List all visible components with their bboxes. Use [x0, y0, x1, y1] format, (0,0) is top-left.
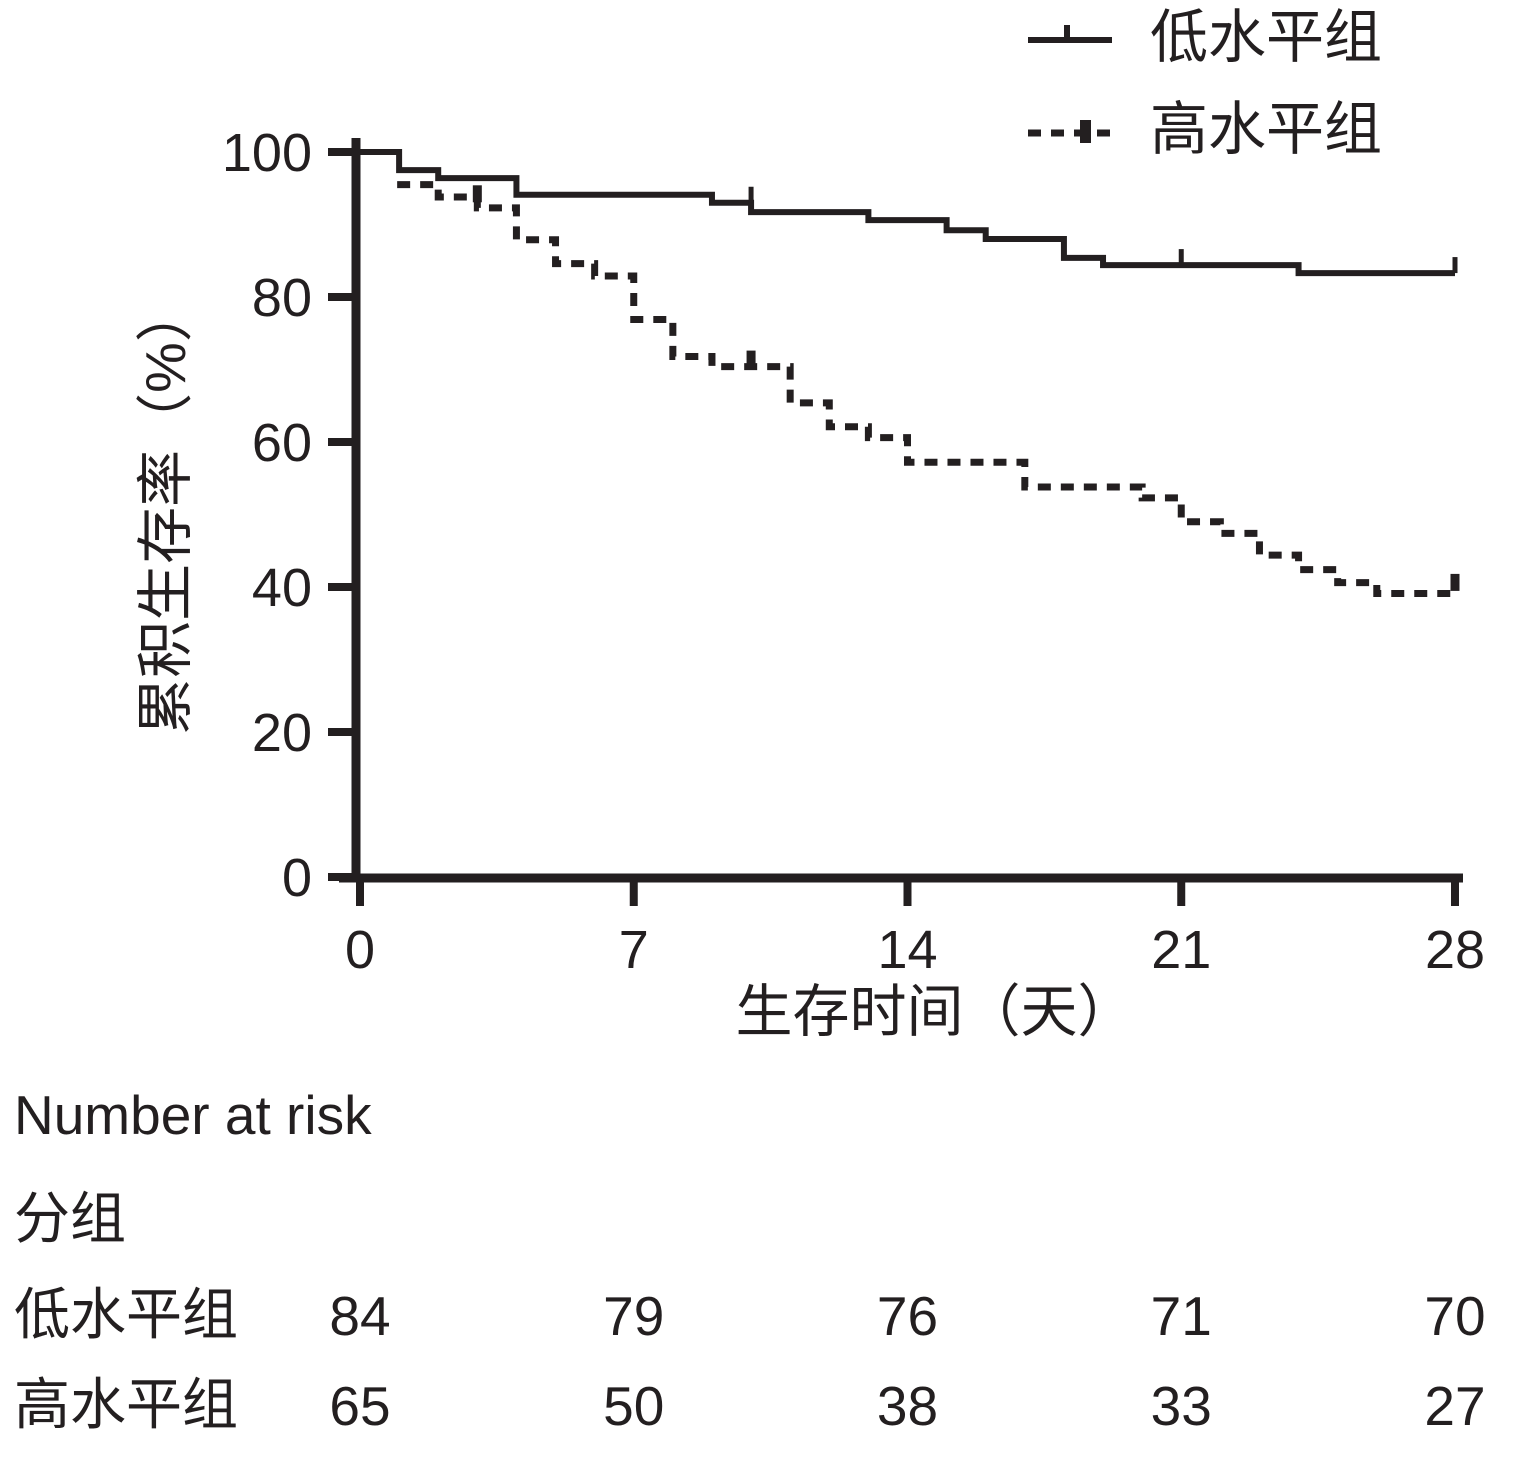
x-axis-title: 生存时间（天）	[735, 980, 1135, 1044]
number-at-risk-group-label: 分组	[14, 1187, 126, 1250]
risk-count-low-group: 84	[329, 1285, 391, 1347]
y-tick-label: 60	[251, 413, 312, 473]
censor-mark	[746, 350, 756, 368]
risk-row-label-low-group: 低水平组	[14, 1283, 238, 1346]
risk-count-high-group: 33	[1150, 1375, 1212, 1437]
number-at-risk-title: Number at risk	[14, 1084, 372, 1146]
y-tick-label: 20	[251, 703, 312, 763]
y-axis-title: 累积生存率（%）	[134, 285, 199, 735]
survival-curve-low-group	[360, 149, 1455, 277]
legend-sample-dashed-censor-tick	[1080, 120, 1091, 143]
risk-count-low-group: 79	[603, 1285, 665, 1347]
x-tick-label: 28	[1424, 920, 1486, 980]
risk-count-high-group: 27	[1424, 1375, 1486, 1437]
y-tick-label: 100	[221, 123, 312, 183]
survival-curve-high-group	[397, 181, 1455, 598]
risk-count-high-group: 50	[603, 1375, 665, 1437]
legend-label-high-group: 高水平组	[1150, 97, 1383, 162]
risk-count-low-group: 76	[876, 1285, 939, 1347]
censor-mark	[472, 185, 482, 203]
risk-count-low-group: 71	[1150, 1285, 1212, 1347]
risk-count-high-group: 65	[329, 1375, 391, 1437]
y-tick-label: 40	[251, 558, 312, 618]
x-tick-label: 7	[618, 920, 649, 980]
x-tick-label: 0	[344, 920, 376, 980]
risk-count-low-group: 70	[1424, 1285, 1486, 1347]
risk-row-label-high-group: 高水平组	[14, 1373, 238, 1436]
x-tick-label: 21	[1151, 920, 1212, 980]
legend-label-low-group: 低水平组	[1150, 5, 1383, 70]
x-tick-label: 14	[877, 920, 938, 980]
risk-count-high-group: 38	[876, 1375, 939, 1437]
y-tick-label: 0	[281, 848, 312, 908]
censor-mark	[1450, 573, 1460, 591]
y-tick-label: 80	[251, 268, 312, 328]
